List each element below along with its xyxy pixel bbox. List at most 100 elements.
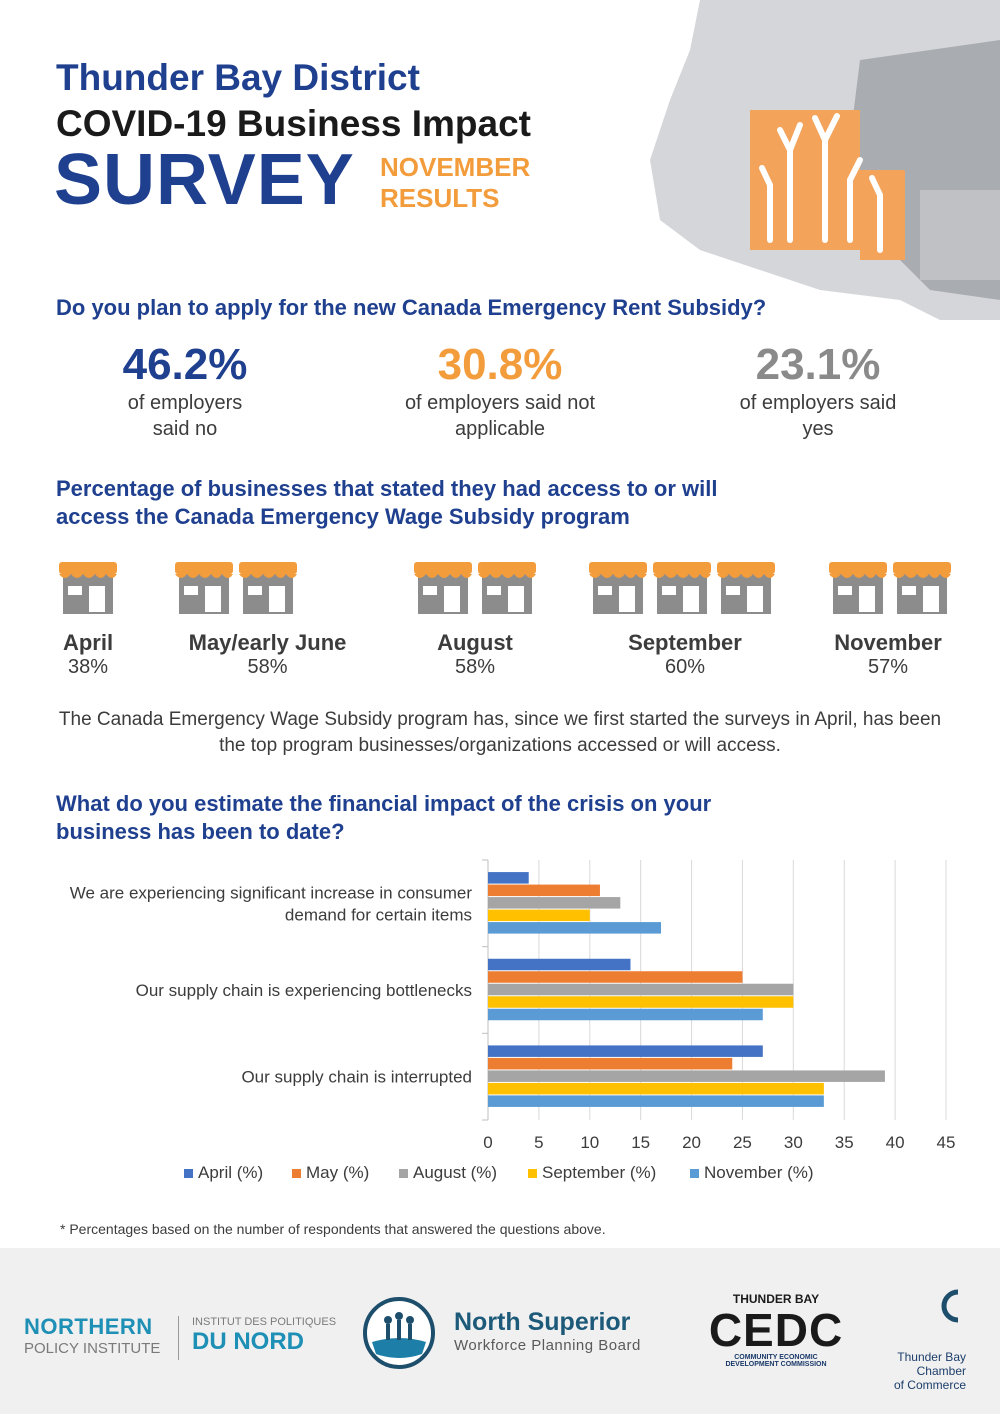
bar [488,1095,824,1107]
legend-swatch [528,1169,537,1178]
nswpb-subname: Workforce Planning Board [454,1337,641,1354]
month-august-value: 58% [454,656,496,678]
x-tick-label: 20 [682,1133,701,1152]
wage-subsidy-question-line2: access the Canada Emergency Wage Subsidy… [56,504,630,529]
bar [488,922,662,934]
bar [488,884,600,897]
legend-label: November (%) [704,1163,814,1182]
rent-subsidy-question: Do you plan to apply for the new Canada … [56,295,767,320]
bar [488,996,794,1008]
wage-subsidy-note-line1: The Canada Emergency Wage Subsidy progra… [58,709,942,730]
month-august-label: August [437,630,513,655]
wage-subsidy-note: The Canada Emergency Wage Subsidy progra… [20,707,980,759]
chamber-line1: Thunder Bay [897,1350,966,1364]
bar [488,1082,824,1095]
footnote: * Percentages based on the number of res… [60,1221,606,1237]
category-label: We are experiencing significant increase… [70,883,473,902]
stat-yes: 23.1% of employers said yes [718,340,918,442]
cedc-top: THUNDER BAY [732,1292,820,1306]
title-tag-results: RESULTS [380,183,500,213]
month-september-label: September [628,630,742,655]
footer: NORTHERN POLICY INSTITUTE INSTITUT DES P… [0,1248,1000,1414]
npi-name: NORTHERN [24,1314,153,1339]
x-tick-label: 15 [631,1133,650,1152]
month-may: May/early June 58% [160,630,375,679]
month-april: April 38% [28,630,148,679]
stat-na: 30.8% of employers said not applicable [385,340,615,442]
legend-swatch [292,1169,301,1178]
month-november-value: 57% [867,656,909,678]
wage-subsidy-question-line1: Percentage of businesses that stated the… [56,476,718,501]
legend-swatch [399,1169,408,1178]
stat-no-desc2: said no [152,418,218,440]
x-tick-label: 25 [733,1133,752,1152]
stat-no-desc1: of employers [127,392,243,414]
title-tag-november: NOVEMBER [380,152,531,182]
bar [488,1070,885,1082]
npi-divider [178,1316,179,1360]
category-label: Our supply chain is interrupted [241,1068,472,1087]
financial-question-line2: business has been to date? [56,819,345,844]
map-graphic [650,0,1000,320]
stat-yes-value: 23.1% [755,340,881,389]
nswpb-emblem-icon [363,1297,435,1369]
x-tick-label: 10 [580,1133,599,1152]
x-tick-label: 35 [835,1133,854,1152]
x-tick-label: 45 [937,1133,956,1152]
month-may-label: May/early June [188,630,347,655]
chamber-emblem-icon [934,1282,964,1342]
chamber-line2: Chamber [916,1364,966,1378]
store-icon [893,562,951,614]
cedc-logo: THUNDER BAY CEDC COMMUNITY ECONOMIC DEVE… [706,1292,846,1368]
npi-fr-line1: INSTITUT DES POLITIQUES [192,1316,337,1328]
npi-fr-logo: INSTITUT DES POLITIQUES DU NORD [192,1316,336,1356]
store-icon [653,562,711,614]
stat-na-desc2: applicable [454,418,546,440]
x-tick-label: 40 [886,1133,905,1152]
month-may-value: 58% [247,656,288,678]
bar [488,1057,733,1070]
nswpb-name: North Superior [454,1308,631,1336]
bar [488,983,794,996]
x-tick-label: 30 [784,1133,803,1152]
month-april-value: 38% [67,656,109,678]
bar [488,909,590,922]
x-tick-label: 0 [483,1133,492,1152]
npi-fr-line2: DU NORD [192,1328,304,1355]
bar [488,1008,763,1021]
npi-subname: POLICY INSTITUTE [24,1340,161,1357]
legend-label: April (%) [198,1163,263,1182]
chamber-logo-text: Thunder Bay Chamber of Commerce [884,1350,966,1392]
store-icon [175,562,233,614]
x-tick-label: 5 [534,1133,543,1152]
chamber-line3: of Commerce [893,1378,966,1392]
month-september-value: 60% [664,656,706,678]
cedc-main: CEDC [708,1304,844,1356]
category-label: demand for certain items [285,905,472,924]
cedc-sub2: DEVELOPMENT COMMISSION [725,1361,827,1368]
legend-swatch [690,1169,699,1178]
store-icon [829,562,887,614]
bar [488,958,631,971]
month-november: November 57% [818,630,958,679]
title-line-2: COVID-19 Business Impact [56,103,531,144]
nswpb-logo-text: North Superior Workforce Planning Board [454,1308,641,1354]
store-icon [414,562,472,614]
month-november-label: November [834,630,942,655]
title-survey: SURVEY [54,140,355,220]
store-icon [59,562,117,614]
store-icon [717,562,775,614]
month-august: August 58% [405,630,545,679]
bar [488,872,529,884]
store-icon [478,562,536,614]
bar [488,1045,763,1057]
financial-question-line1: What do you estimate the financial impac… [56,791,712,816]
legend-label: September (%) [542,1163,656,1182]
stat-no: 46.2% of employers said no [90,340,280,442]
bar [488,971,743,983]
month-april-label: April [62,630,114,655]
legend-label: August (%) [413,1163,497,1182]
store-icons [0,560,1000,620]
store-icon [239,562,297,614]
bar [488,897,621,909]
